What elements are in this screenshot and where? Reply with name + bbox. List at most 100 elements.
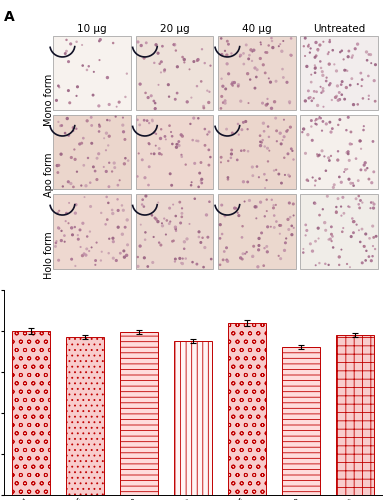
Point [169,182,175,190]
Point [278,179,284,187]
Point [249,57,255,65]
Point [360,94,366,102]
Point [104,216,110,224]
Point [369,178,375,186]
Point [341,168,347,176]
Point [218,104,224,112]
Point [81,193,88,201]
Point [137,242,143,250]
Point [196,183,202,191]
Point [286,98,293,106]
Text: Mono form: Mono form [44,74,54,126]
Point [264,144,271,152]
Point [303,232,309,239]
Point [89,140,95,147]
Point [244,248,250,256]
Point [271,166,277,174]
Point [158,241,164,249]
Point [279,65,286,73]
Point [366,175,372,183]
Point [97,36,103,44]
Bar [135,194,213,268]
Point [319,147,325,155]
Point [335,194,341,202]
Point [142,236,148,244]
Point [195,114,201,122]
Point [218,74,225,82]
Point [365,72,371,80]
Point [64,114,70,122]
Point [199,179,205,187]
Point [357,137,363,145]
Point [56,207,62,215]
Point [73,124,80,132]
Point [225,258,231,266]
Point [345,114,351,122]
Point [237,52,244,60]
Point [198,158,204,166]
Point [372,245,378,253]
Point [243,118,249,126]
Point [181,56,187,64]
Point [278,254,284,262]
Point [124,216,130,224]
Point [290,147,296,155]
Point [153,216,159,224]
Point [179,260,186,268]
Point [168,128,174,136]
Point [302,34,308,42]
Point [110,238,117,246]
Bar [53,36,131,111]
Point [238,146,244,154]
Point [93,256,99,264]
Point [269,196,275,204]
Point [169,238,176,246]
Point [310,247,316,255]
Point [72,209,78,217]
Point [159,220,165,228]
Point [56,162,62,170]
Point [124,70,130,78]
Point [305,177,312,185]
Point [85,154,91,162]
Point [285,150,291,158]
Point [327,80,334,88]
Point [342,166,349,173]
Point [103,168,109,175]
Point [264,48,270,56]
Point [337,48,344,56]
Point [174,63,181,71]
Point [223,244,230,252]
Point [281,116,287,124]
Point [245,178,251,186]
Point [288,52,294,60]
Point [316,151,322,159]
Point [257,198,264,206]
Bar [218,115,296,190]
Point [281,154,287,162]
Point [155,218,161,226]
Point [262,142,268,150]
Point [328,223,334,231]
Point [66,132,72,140]
Point [316,114,322,122]
Point [188,94,195,102]
Point [346,156,352,164]
Point [198,78,204,86]
Point [90,163,96,171]
Point [145,262,151,270]
Point [235,120,241,128]
Point [308,70,314,78]
Point [79,41,85,49]
Point [301,125,307,133]
Point [264,248,271,256]
Point [141,254,147,262]
Point [218,92,225,100]
Point [256,173,262,181]
Point [273,114,279,122]
Point [358,166,364,174]
Point [259,136,266,144]
Point [273,77,279,85]
Point [279,48,285,56]
Point [109,206,115,214]
